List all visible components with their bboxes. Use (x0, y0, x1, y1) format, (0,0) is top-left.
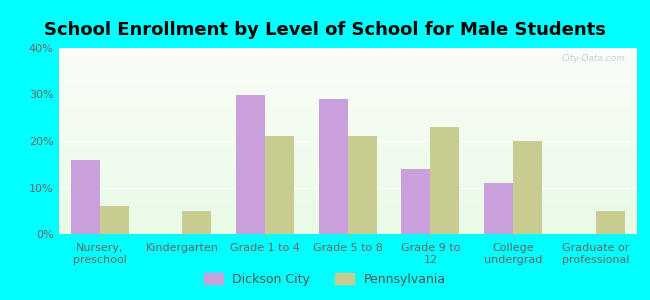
Bar (58, 169, 637, 172)
Bar (58, 57, 637, 60)
Bar (58, 110, 637, 113)
Bar (402, 169, 430, 234)
Bar (58, 194, 637, 197)
Bar (58, 85, 637, 88)
Bar (595, 211, 625, 234)
Bar (58, 225, 637, 228)
Bar (348, 136, 377, 234)
Bar (58, 82, 637, 85)
Legend: Dickson City, Pennsylvania: Dickson City, Pennsylvania (199, 268, 451, 291)
Bar (513, 141, 542, 234)
Bar (58, 212, 637, 215)
Bar (318, 99, 348, 234)
Bar (58, 48, 637, 51)
Bar (58, 51, 637, 54)
Bar (58, 144, 637, 147)
Bar (58, 218, 637, 222)
Bar (58, 129, 637, 132)
Bar (58, 60, 637, 64)
Bar (58, 125, 637, 129)
Bar (430, 127, 460, 234)
Bar (58, 101, 637, 104)
Bar (58, 178, 637, 181)
Bar (100, 206, 129, 234)
Text: School Enrollment by Level of School for Male Students: School Enrollment by Level of School for… (44, 21, 606, 39)
Bar (58, 175, 637, 178)
Bar (58, 67, 637, 70)
Text: City-Data.com: City-Data.com (562, 54, 625, 63)
Bar (58, 153, 637, 157)
Bar (58, 113, 637, 116)
Bar (484, 183, 513, 234)
Bar (58, 222, 637, 225)
Bar (58, 73, 637, 76)
Bar (58, 92, 637, 94)
Bar (58, 107, 637, 110)
Bar (58, 197, 637, 200)
Bar (58, 119, 637, 122)
Bar (58, 166, 637, 169)
Bar (71, 160, 100, 234)
Bar (58, 200, 637, 203)
Bar (58, 181, 637, 184)
Bar (58, 188, 637, 190)
Bar (58, 138, 637, 141)
Bar (58, 88, 637, 91)
Bar (183, 211, 211, 234)
Bar (58, 157, 637, 160)
Bar (58, 132, 637, 135)
Bar (58, 94, 637, 98)
Bar (58, 79, 637, 82)
Bar (58, 104, 637, 107)
Bar (58, 141, 637, 144)
Bar (58, 163, 637, 166)
Bar (58, 206, 637, 209)
Bar (58, 147, 637, 150)
Bar (58, 190, 637, 194)
Bar (265, 136, 294, 234)
Bar (58, 76, 637, 79)
Bar (58, 150, 637, 153)
Bar (58, 122, 637, 125)
Bar (58, 228, 637, 231)
Bar (58, 54, 637, 57)
Bar (58, 116, 637, 119)
Bar (58, 231, 637, 234)
Bar (58, 70, 637, 73)
Bar (58, 172, 637, 175)
Bar (58, 160, 637, 163)
Bar (58, 209, 637, 212)
Bar (236, 94, 265, 234)
Bar (58, 184, 637, 188)
Bar (58, 135, 637, 138)
Bar (58, 203, 637, 206)
Bar (58, 215, 637, 218)
Bar (58, 98, 637, 101)
Bar (58, 64, 637, 67)
